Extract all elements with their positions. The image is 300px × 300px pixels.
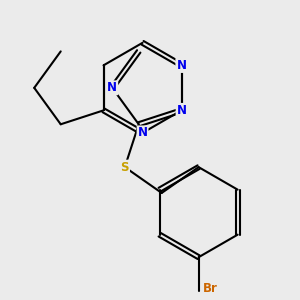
Text: N: N xyxy=(177,59,187,72)
Text: N: N xyxy=(177,104,187,117)
Text: N: N xyxy=(177,59,187,72)
Text: Br: Br xyxy=(203,282,218,295)
Text: S: S xyxy=(121,160,129,174)
Text: N: N xyxy=(107,81,117,94)
Text: N: N xyxy=(138,126,148,140)
